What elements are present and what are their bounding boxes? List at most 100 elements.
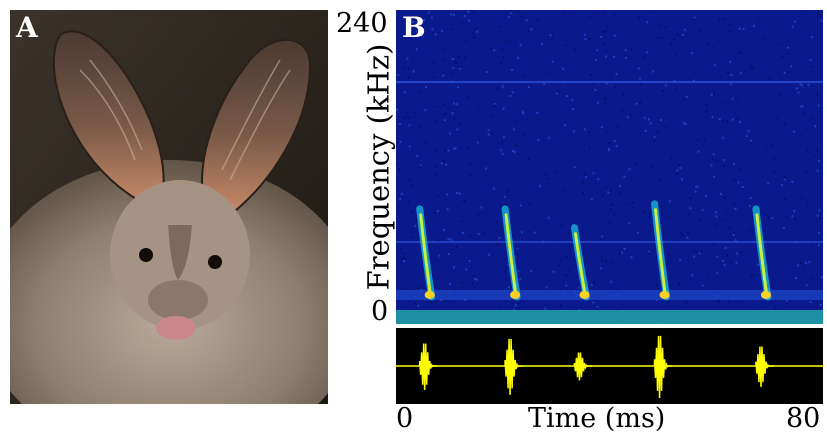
- noise-speck: [517, 10, 520, 12]
- noise-speck: [565, 274, 568, 277]
- noise-speck: [467, 96, 470, 99]
- noise-speck: [738, 167, 741, 170]
- noise-speck: [693, 16, 696, 19]
- noise-speck: [431, 28, 434, 31]
- noise-speck: [644, 56, 646, 59]
- noise-speck: [415, 48, 418, 51]
- noise-speck: [491, 132, 494, 135]
- noise-speck: [407, 76, 410, 79]
- noise-speck: [613, 213, 616, 216]
- noise-speck: [604, 259, 607, 262]
- noise-speck: [460, 20, 463, 23]
- noise-speck: [745, 135, 748, 138]
- noise-speck: [637, 16, 640, 19]
- noise-speck: [474, 277, 476, 280]
- noise-speck: [747, 130, 750, 132]
- noise-speck: [400, 257, 403, 260]
- noise-speck: [548, 136, 551, 139]
- noise-speck: [610, 203, 613, 206]
- noise-speck: [633, 214, 635, 217]
- noise-speck: [695, 250, 698, 253]
- noise-speck: [519, 43, 522, 46]
- noise-speck: [818, 216, 821, 219]
- noise-speck: [748, 204, 751, 207]
- noise-speck: [718, 17, 721, 20]
- noise-speck: [484, 232, 486, 235]
- noise-speck: [425, 141, 428, 144]
- noise-speck: [698, 252, 701, 255]
- noise-speck: [510, 10, 513, 13]
- noise-speck: [434, 173, 437, 176]
- noise-speck: [459, 65, 462, 68]
- noise-speck: [693, 255, 696, 258]
- noise-speck: [453, 14, 456, 16]
- noise-speck: [819, 303, 822, 306]
- noise-speck: [783, 261, 785, 264]
- noise-speck: [615, 73, 618, 76]
- noise-speck: [610, 280, 613, 283]
- noise-speck: [754, 273, 757, 276]
- noise-speck: [488, 253, 491, 256]
- noise-speck: [698, 219, 701, 222]
- noise-speck: [604, 102, 607, 105]
- noise-speck: [416, 155, 419, 157]
- noise-speck: [668, 215, 670, 218]
- noise-speck: [750, 66, 753, 68]
- noise-speck: [606, 26, 609, 29]
- noise-speck: [447, 149, 450, 152]
- noise-speck: [713, 175, 716, 178]
- noise-speck: [794, 218, 796, 221]
- noise-speck: [607, 147, 610, 150]
- noise-speck: [545, 173, 548, 176]
- noise-speck: [822, 79, 823, 82]
- noise-speck: [596, 306, 599, 309]
- noise-speck: [439, 299, 442, 302]
- noise-speck: [417, 304, 420, 307]
- noise-speck: [651, 70, 654, 73]
- noise-speck: [454, 147, 457, 150]
- noise-speck: [568, 268, 571, 271]
- noise-speck: [683, 28, 686, 31]
- noise-speck: [594, 88, 597, 91]
- noise-speck: [551, 60, 554, 63]
- noise-speck: [626, 116, 629, 119]
- noise-speck: [668, 200, 671, 203]
- noise-speck: [816, 149, 819, 152]
- noise-speck: [493, 104, 496, 107]
- noise-speck: [428, 44, 431, 47]
- noise-speck: [400, 193, 403, 195]
- noise-speck: [736, 117, 739, 120]
- noise-speck: [496, 87, 499, 90]
- noise-speck: [803, 112, 806, 114]
- y-tick-max: 240: [336, 8, 388, 39]
- noise-speck: [722, 259, 724, 262]
- noise-speck: [623, 247, 626, 250]
- noise-speck: [791, 215, 794, 218]
- noise-speck: [412, 21, 415, 24]
- noise-speck: [468, 19, 471, 22]
- noise-speck: [783, 198, 786, 201]
- noise-speck: [647, 252, 650, 255]
- noise-speck: [795, 87, 798, 90]
- noise-speck: [662, 37, 665, 40]
- noise-speck: [452, 66, 455, 69]
- noise-speck: [574, 48, 577, 51]
- noise-speck: [527, 30, 530, 33]
- noise-speck: [799, 83, 802, 86]
- noise-speck: [399, 247, 402, 250]
- noise-speck: [608, 149, 611, 152]
- noise-speck: [403, 259, 405, 262]
- noise-speck: [403, 256, 406, 259]
- noise-speck: [571, 99, 574, 102]
- noise-speck: [588, 147, 591, 150]
- noise-speck: [518, 307, 521, 310]
- noise-speck: [463, 15, 466, 18]
- noise-speck: [461, 232, 464, 234]
- noise-speck: [592, 172, 595, 175]
- noise-speck: [505, 203, 508, 206]
- noise-speck: [653, 139, 656, 142]
- noise-speck: [544, 110, 547, 113]
- noise-speck: [682, 98, 685, 101]
- noise-speck: [522, 134, 525, 137]
- noise-speck: [464, 57, 467, 59]
